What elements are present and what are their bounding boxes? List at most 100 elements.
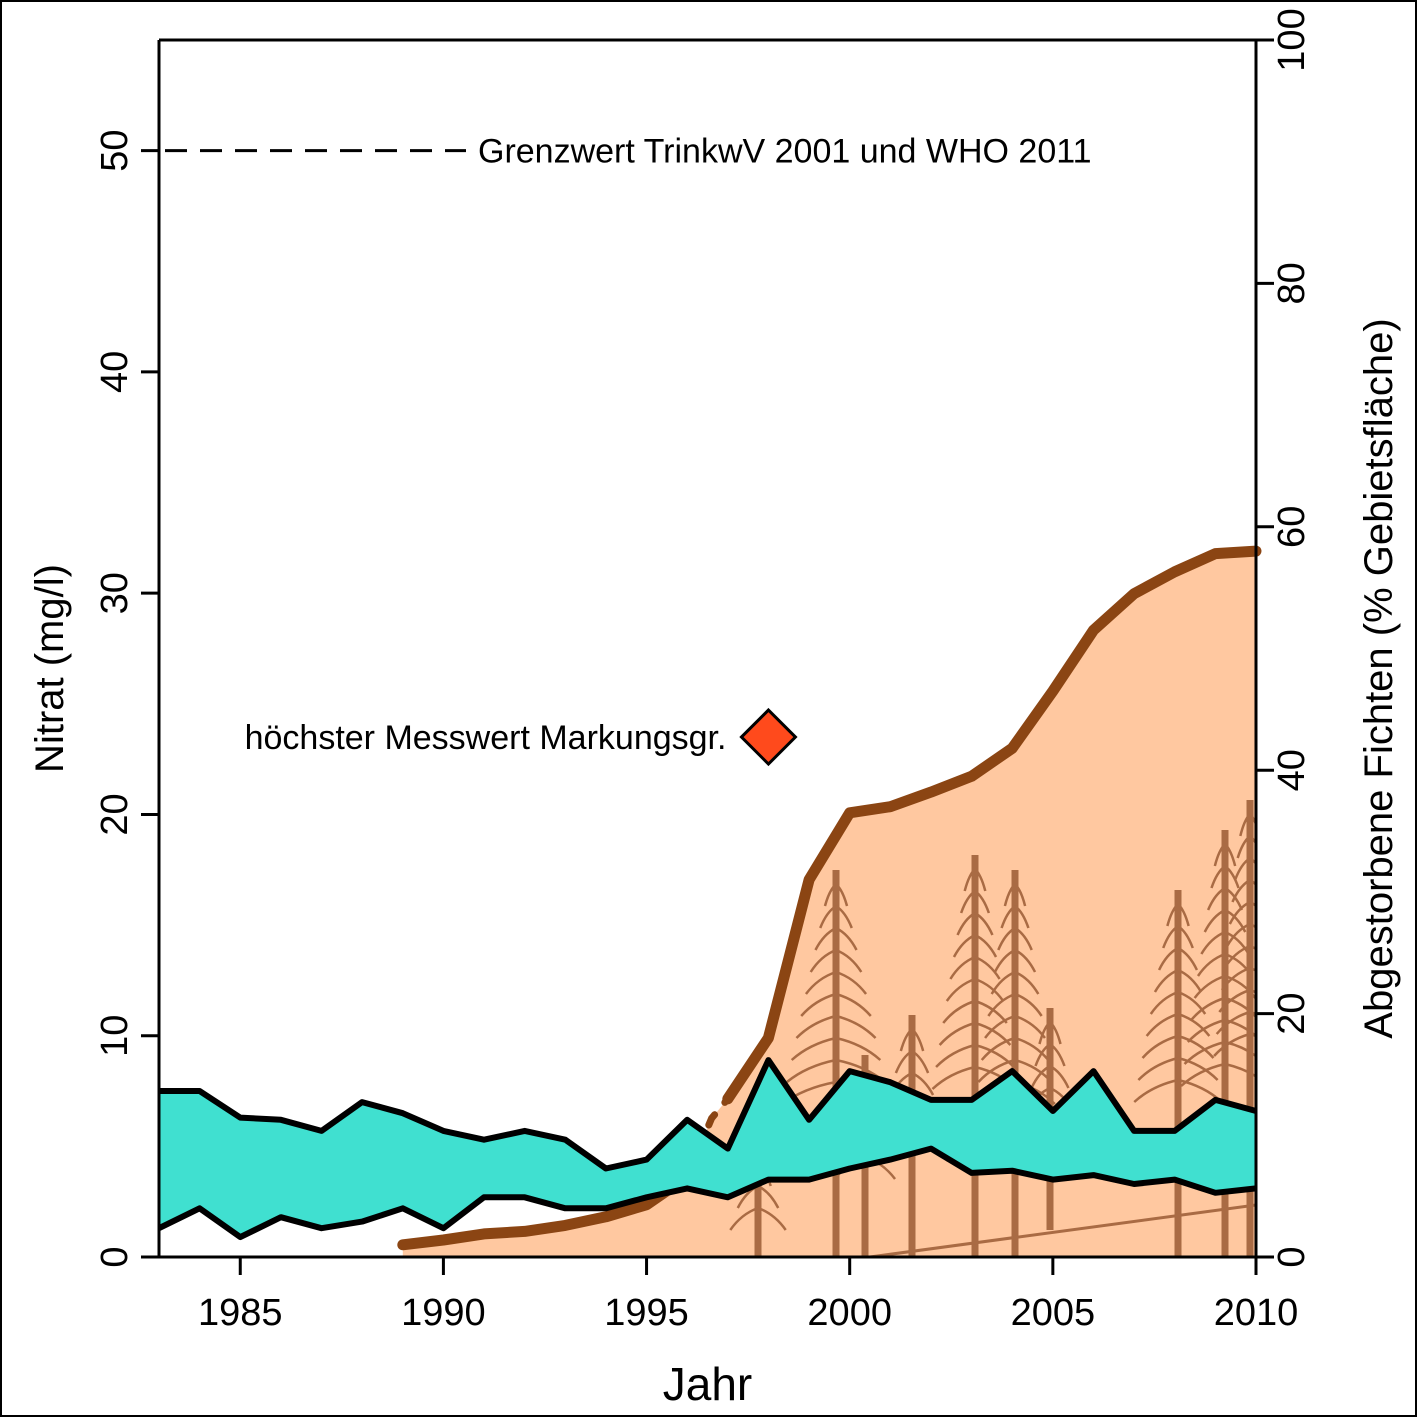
dead-tree-branch xyxy=(942,999,976,1024)
dead-tree-branch xyxy=(974,1021,1012,1046)
dead-tree-branch xyxy=(1000,904,1016,929)
dead-tree-branch xyxy=(1249,835,1256,859)
dead-tree-branch xyxy=(980,1036,1016,1061)
dead-tree-branch xyxy=(1213,843,1226,867)
dead-tree-branch xyxy=(1003,883,1016,907)
dead-tree-branch xyxy=(949,955,976,980)
dead-tree-branch xyxy=(790,1036,837,1061)
dead-tree-branch xyxy=(1249,878,1256,903)
y-tick-label: 30 xyxy=(94,572,136,614)
dead-tree-branch xyxy=(990,970,1016,995)
dead-tree-branch xyxy=(1224,843,1237,867)
dead-tree-branch xyxy=(757,1184,780,1209)
nitrate-range-band xyxy=(157,1057,1257,1241)
dead-tree-branch xyxy=(1014,970,1040,995)
dead-tree-branch xyxy=(894,1049,913,1074)
dead-tree-branch xyxy=(809,948,837,973)
dead-tree-branch xyxy=(1239,813,1251,837)
x-tick-label: 1990 xyxy=(401,1292,486,1334)
y-tick-label: 0 xyxy=(94,1246,136,1267)
dead-tree-branch xyxy=(1249,988,1256,1013)
x-tick-label: 2000 xyxy=(807,1292,892,1334)
dead-tree-branch xyxy=(1206,886,1226,911)
dead-tree-branch xyxy=(835,970,868,995)
y2-tick-label: 0 xyxy=(1271,1246,1313,1267)
y-tick-label: 40 xyxy=(94,351,136,393)
dead-tree-branch xyxy=(1149,990,1179,1015)
dead-tree-branch xyxy=(1049,1042,1066,1067)
dead-tree-branch xyxy=(804,970,837,995)
dead-tree-branch xyxy=(757,1206,787,1231)
dead-spruce-line-gap xyxy=(683,1095,732,1181)
dead-tree-branch xyxy=(1137,1056,1179,1081)
dead-tree-branch xyxy=(1233,856,1251,881)
dead-tree-branch xyxy=(1153,968,1179,993)
dead-tree-branch xyxy=(800,992,837,1017)
dead-tree-branch xyxy=(1166,903,1179,927)
limit-reference: Grenzwert TrinkwV 2001 und WHO 2011 xyxy=(165,133,1092,171)
y-tick-label: 10 xyxy=(94,1015,136,1057)
axes: 1985 1990 1995 2000 2005 2010 0 10 20 30 40 50 0 20 40… xyxy=(94,8,1313,1334)
dead-tree-branch xyxy=(1177,924,1194,949)
dead-tree-branch xyxy=(1224,996,1256,1021)
nitrate-lower-line xyxy=(157,1145,1257,1241)
dead-tree-branch xyxy=(1249,966,1256,991)
dead-tree-branch xyxy=(1133,1078,1179,1103)
x-tick-label: 2005 xyxy=(1011,1292,1096,1334)
dead-tree-branch xyxy=(963,868,976,892)
y2-tick-label: 40 xyxy=(1271,749,1313,791)
dead-tree-branch xyxy=(1177,1034,1215,1059)
dead-tree-branch xyxy=(935,1043,976,1068)
dead-tree-branch xyxy=(795,1014,837,1039)
dead-tree-branch xyxy=(1049,1064,1070,1089)
dead-tree-branch xyxy=(835,926,858,951)
dead-tree-branch xyxy=(1186,1018,1226,1043)
dead-tree-branch xyxy=(1157,946,1179,971)
max-measurement: höchster Messwert Markungsgr. xyxy=(245,707,798,767)
dead-tree-branch xyxy=(1177,1012,1211,1037)
dead-tree-branch xyxy=(959,889,976,914)
dead-tree-branch xyxy=(1220,966,1251,991)
dead-tree-branch xyxy=(786,1058,837,1083)
dead-tree-branch xyxy=(1200,930,1226,955)
dead-tree-branch xyxy=(835,948,863,973)
dead-tree-branch xyxy=(835,904,853,929)
dead-tree-branch xyxy=(945,977,976,1002)
dead-tree-branch xyxy=(931,1065,976,1090)
dead-tree-branch xyxy=(1249,944,1256,969)
y2-tick-label: 100 xyxy=(1271,8,1313,71)
y2-axis-title: Abgestorbene Fichten (% Gebietsfläche) xyxy=(1357,318,1401,1038)
y-tick-label: 50 xyxy=(94,129,136,171)
dead-tree xyxy=(974,870,1056,1257)
dead-tree-branch xyxy=(1014,883,1027,907)
dead-tree-branch xyxy=(1203,908,1226,933)
dead-tree-branch xyxy=(974,1043,1015,1068)
ground-slope-line xyxy=(869,1203,1256,1257)
dead-spruce-area-fill xyxy=(402,551,1256,1257)
x-axis-title: Jahr xyxy=(663,1358,752,1410)
dead-tree-branch xyxy=(1215,1010,1251,1035)
dead-tree-branch xyxy=(814,926,837,951)
dead-tree-branch xyxy=(1236,835,1251,859)
x-tick-label: 1995 xyxy=(604,1292,689,1334)
dead-spruce-line xyxy=(397,1171,693,1251)
dead-tree-branch xyxy=(1038,1021,1051,1045)
reference-line-label: Grenzwert TrinkwV 2001 und WHO 2011 xyxy=(478,133,1092,171)
dead-tree-branch xyxy=(835,992,872,1017)
dead-tree-branch xyxy=(1141,1034,1179,1059)
nitrate-upper-line xyxy=(159,1057,1257,1172)
dead-tree-branch xyxy=(1231,878,1251,903)
dead-tree-branch xyxy=(1249,1010,1256,1035)
dead-tree-branch xyxy=(1190,996,1226,1021)
dead-tree-branch xyxy=(1145,1012,1179,1037)
dead-tree-branch xyxy=(1177,903,1190,927)
dead-tree-branch xyxy=(1193,974,1226,999)
y2-tick-label: 80 xyxy=(1271,262,1313,304)
dead-tree-branch xyxy=(835,1036,882,1061)
dead-tree-branch xyxy=(1177,990,1207,1015)
dead-tree-branch xyxy=(819,904,837,929)
x-tick-label: 1985 xyxy=(198,1292,283,1334)
dead-tree-branch xyxy=(1183,1040,1226,1065)
